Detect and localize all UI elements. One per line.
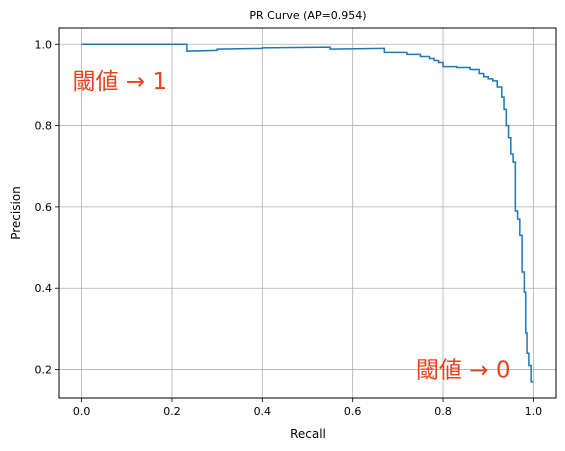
plot-frame [58,27,557,399]
axis-ticks: 0.0 0.2 0.4 0.6 0.8 1.0 0.2 0.4 0.6 0.8 1.0 [35,38,543,418]
y-tick-label: 0.4 [35,282,53,295]
chart-title: PR Curve (AP=0.954) [249,9,366,22]
x-tick-label: 0.4 [254,405,272,418]
annotations: 閾値 → 1 閾値 → 0 [73,69,511,384]
y-tick-label: 0.8 [35,120,53,133]
y-axis-label: Precision [9,186,23,240]
pr-curve-line [81,43,534,383]
threshold-annotation: 閾値 → 1 [73,69,168,95]
x-tick-label: 0.2 [163,405,181,418]
x-tick-label: 1.0 [525,405,543,418]
x-tick-label: 0.0 [73,405,91,418]
x-tick-label: 0.8 [434,405,452,418]
x-axis-label: Recall [290,427,326,441]
threshold-annotation: 閾値 → 0 [416,358,511,384]
x-tick-label: 0.6 [344,405,362,418]
y-tick-label: 0.6 [35,201,53,214]
y-tick-label: 0.2 [35,364,53,377]
y-tick-label: 1.0 [35,38,53,51]
